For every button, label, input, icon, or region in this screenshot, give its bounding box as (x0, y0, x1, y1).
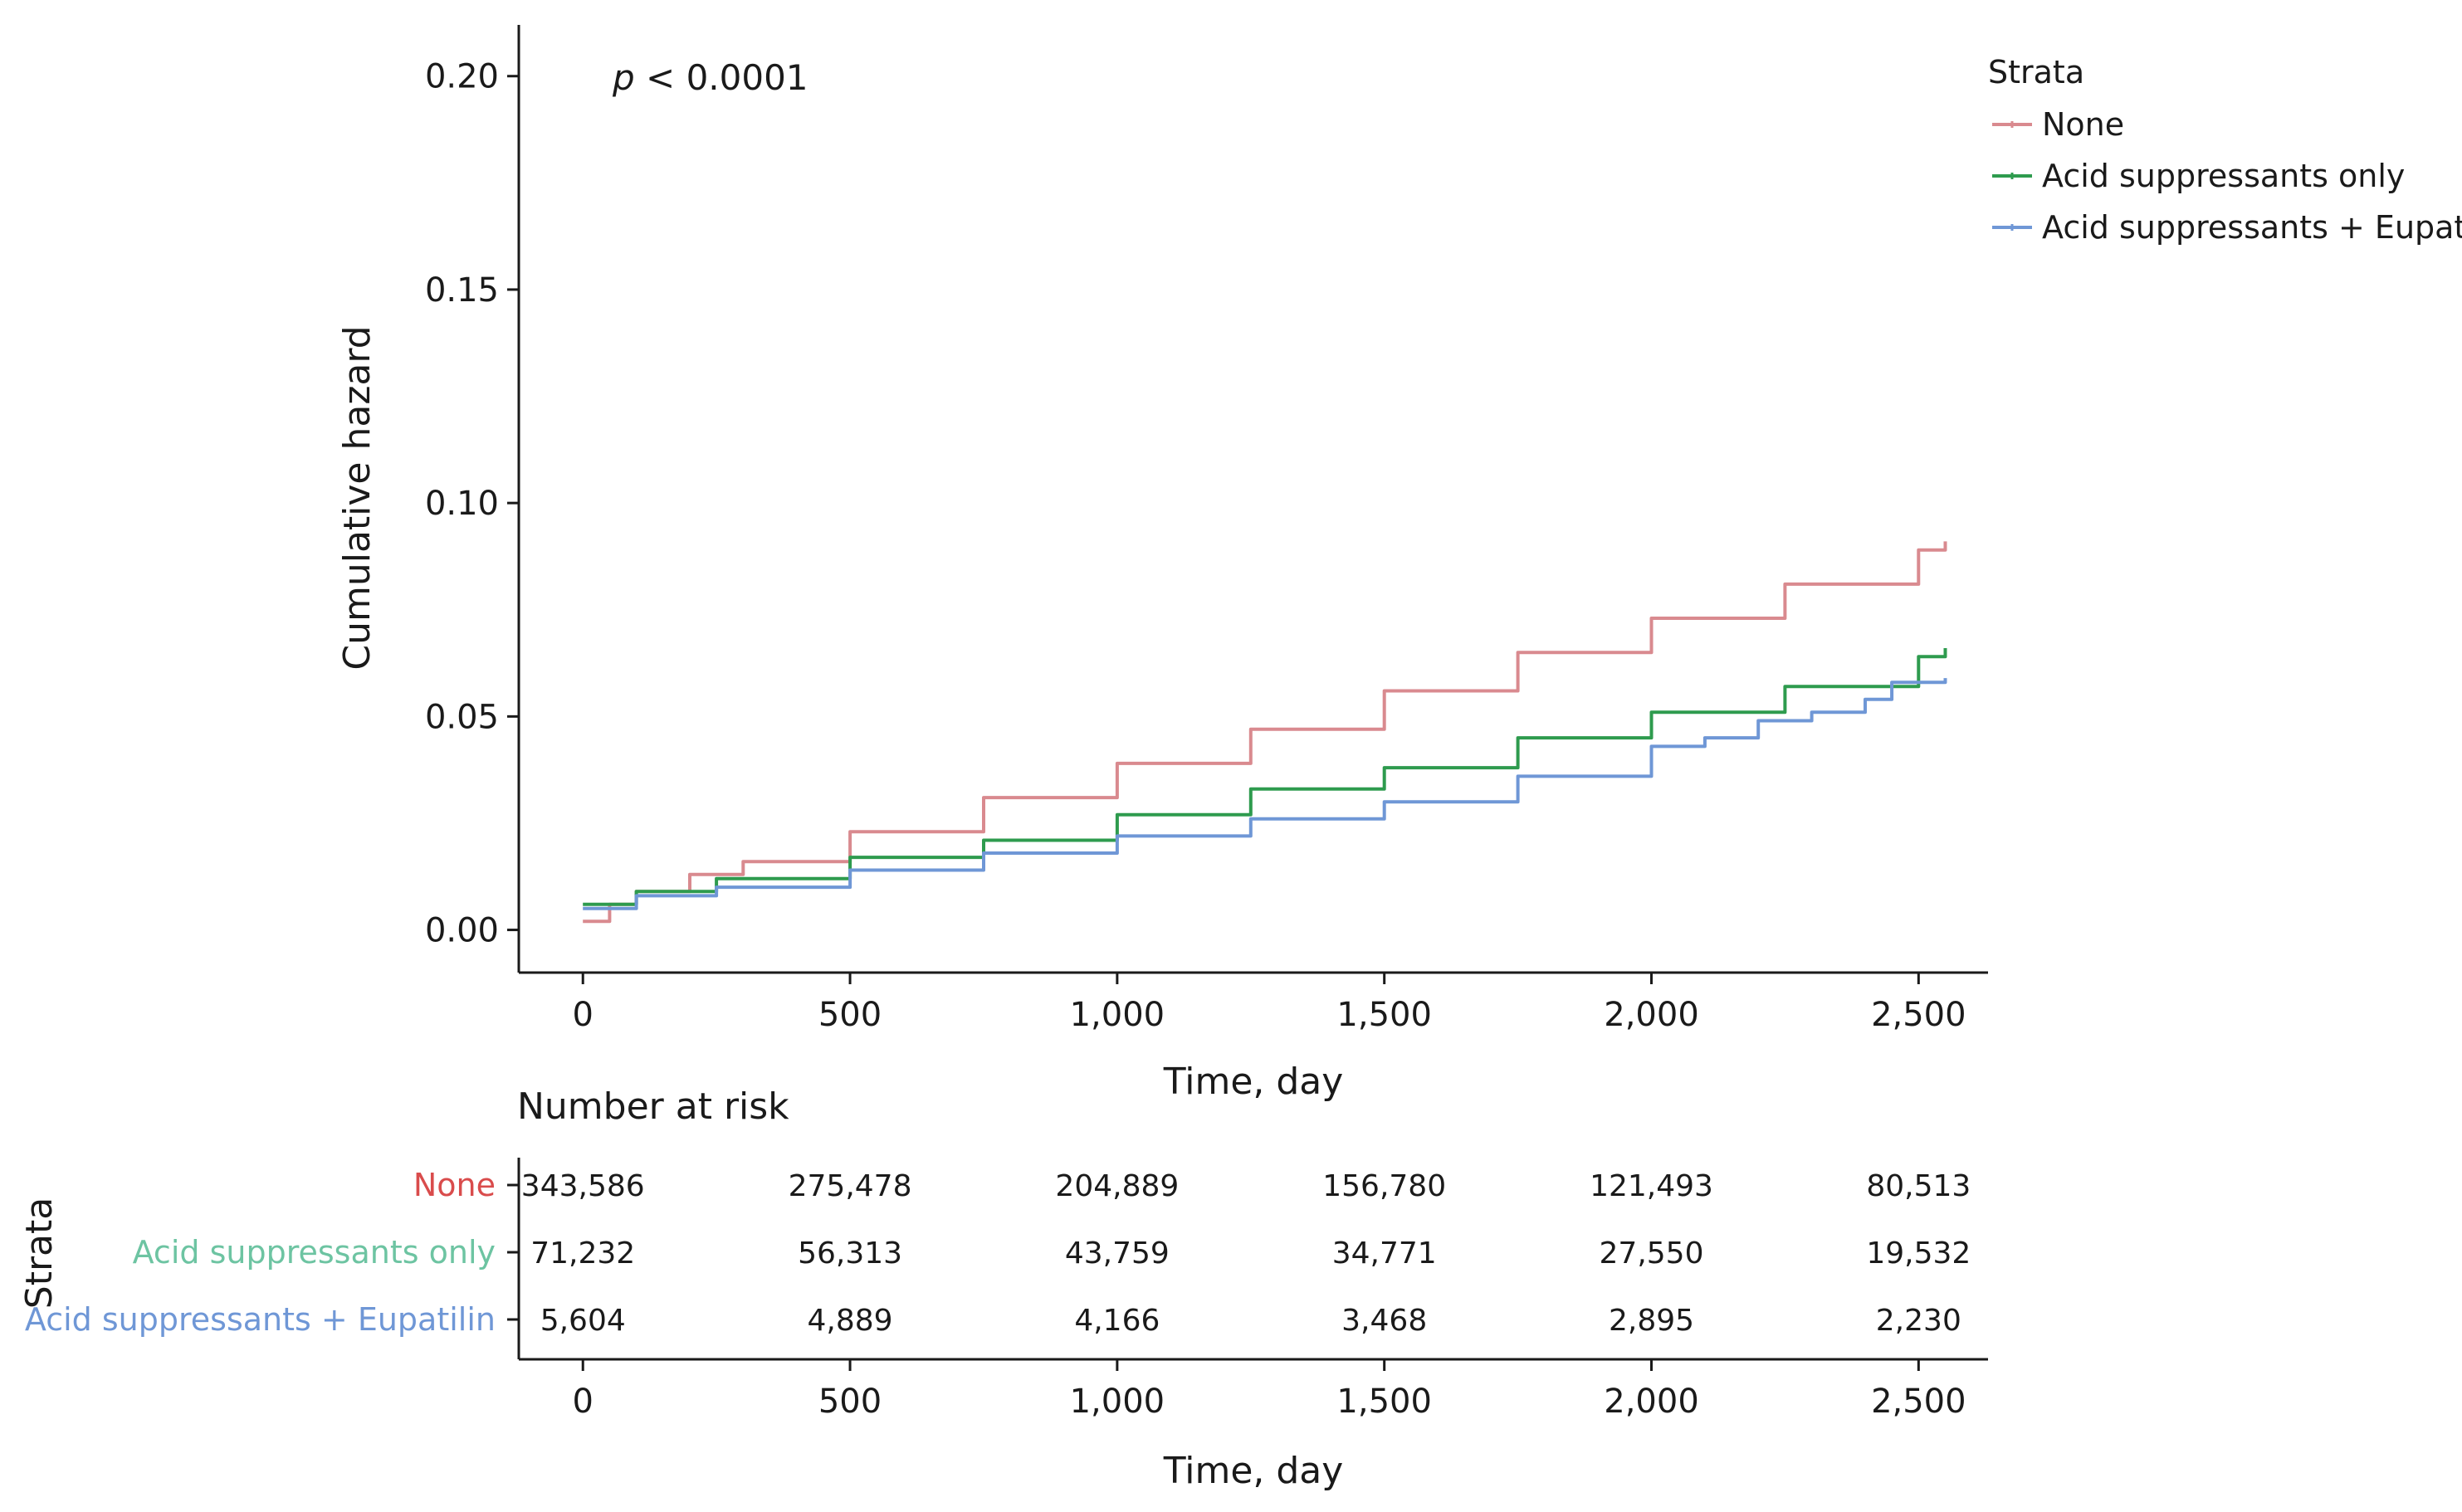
y-tick-label: 0.15 (425, 271, 499, 310)
risk-table-rows: None 343,586 275,478 204,889 156,780 121,493 8… (25, 1167, 1971, 1338)
legend-label-acid-suppressants-eupatilin: Acid suppressants + Eupatilin (2042, 209, 2462, 246)
y-axis-ticks: 0.00 0.05 0.10 0.15 0.20 (425, 58, 519, 950)
legend-title: Strata (1988, 54, 2084, 90)
risk-cell: 3,468 (1341, 1304, 1427, 1338)
risk-x-tick-label: 1,000 (1070, 1383, 1165, 1421)
y-tick-label: 0.10 (425, 485, 499, 523)
legend-label-acid-suppressants-only: Acid suppressants only (2042, 158, 2405, 194)
risk-cell: 19,532 (1866, 1236, 1971, 1271)
risk-cell: 27,550 (1600, 1236, 1704, 1271)
x-tick-label: 500 (818, 996, 882, 1034)
risk-cell: 121,493 (1590, 1169, 1713, 1203)
x-axis-ticks: 0 500 1,000 1,500 2,000 2,500 (573, 973, 1966, 1034)
series-line-acid-suppressants-only (583, 648, 1947, 906)
risk-row-label-acid-suppressants-eupatilin: Acid suppressants + Eupatilin (25, 1301, 496, 1338)
y-tick-label: 0.05 (425, 698, 499, 736)
risk-x-axis-ticks: 0 500 1,000 1,500 2,000 2,500 (573, 1359, 1966, 1421)
x-tick-label: 2,500 (1871, 996, 1966, 1034)
risk-cell: 2,230 (1876, 1304, 1961, 1338)
risk-cell: 43,759 (1065, 1236, 1170, 1271)
risk-cell: 71,232 (530, 1236, 635, 1271)
legend: Strata None Acid suppressants only Acid su… (1988, 54, 2462, 246)
risk-cell: 2,895 (1609, 1304, 1694, 1338)
y-tick-label: 0.00 (425, 912, 499, 950)
x-axis-title: Time, day (1163, 1061, 1344, 1103)
risk-x-axis-title: Time, day (1163, 1450, 1344, 1492)
risk-cell: 4,166 (1074, 1304, 1160, 1338)
risk-cell: 4,889 (808, 1304, 893, 1338)
series-line-none (583, 541, 1947, 924)
legend-items: None Acid suppressants only Acid suppressa… (1992, 106, 2462, 246)
risk-cell: 80,513 (1866, 1169, 1971, 1203)
legend-label-none: None (2042, 106, 2124, 143)
risk-cell: 156,780 (1322, 1169, 1446, 1203)
risk-x-tick-label: 2,500 (1871, 1383, 1966, 1421)
y-tick-label: 0.20 (425, 58, 499, 96)
risk-row-label-none: None (413, 1167, 496, 1203)
number-at-risk-table: Number at risk None 343,586 275,478 204,889… (18, 1085, 1988, 1492)
y-axis-title: Cumulative hazard (336, 325, 379, 670)
risk-x-tick-label: 500 (818, 1383, 882, 1421)
risk-x-tick-label: 1,500 (1336, 1383, 1432, 1421)
risk-row-label-acid-suppressants-only: Acid suppressants only (133, 1234, 496, 1271)
risk-cell: 34,771 (1332, 1236, 1437, 1271)
risk-cell: 275,478 (789, 1169, 912, 1203)
x-tick-label: 0 (573, 996, 594, 1034)
risk-cell: 5,604 (540, 1304, 626, 1338)
risk-x-tick-label: 2,000 (1604, 1383, 1699, 1421)
cumulative-hazard-plot: 0.00 0.05 0.10 0.15 0.20 0 500 1,000 1,500 2,000… (336, 25, 1988, 1103)
x-tick-label: 2,000 (1604, 996, 1699, 1034)
series-line-acid-suppressants-eupatilin (583, 678, 1947, 910)
risk-y-axis-title: Strata (18, 1197, 61, 1309)
risk-table-title: Number at risk (517, 1085, 789, 1128)
risk-x-tick-label: 0 (573, 1383, 594, 1421)
risk-cell: 204,889 (1055, 1169, 1179, 1203)
risk-cell: 343,586 (521, 1169, 645, 1203)
p-value-annotation: p < 0.0001 (612, 57, 808, 98)
series-lines (583, 541, 1947, 924)
risk-cell: 56,313 (798, 1236, 902, 1271)
x-tick-label: 1,000 (1070, 996, 1165, 1034)
x-tick-label: 1,500 (1336, 996, 1432, 1034)
